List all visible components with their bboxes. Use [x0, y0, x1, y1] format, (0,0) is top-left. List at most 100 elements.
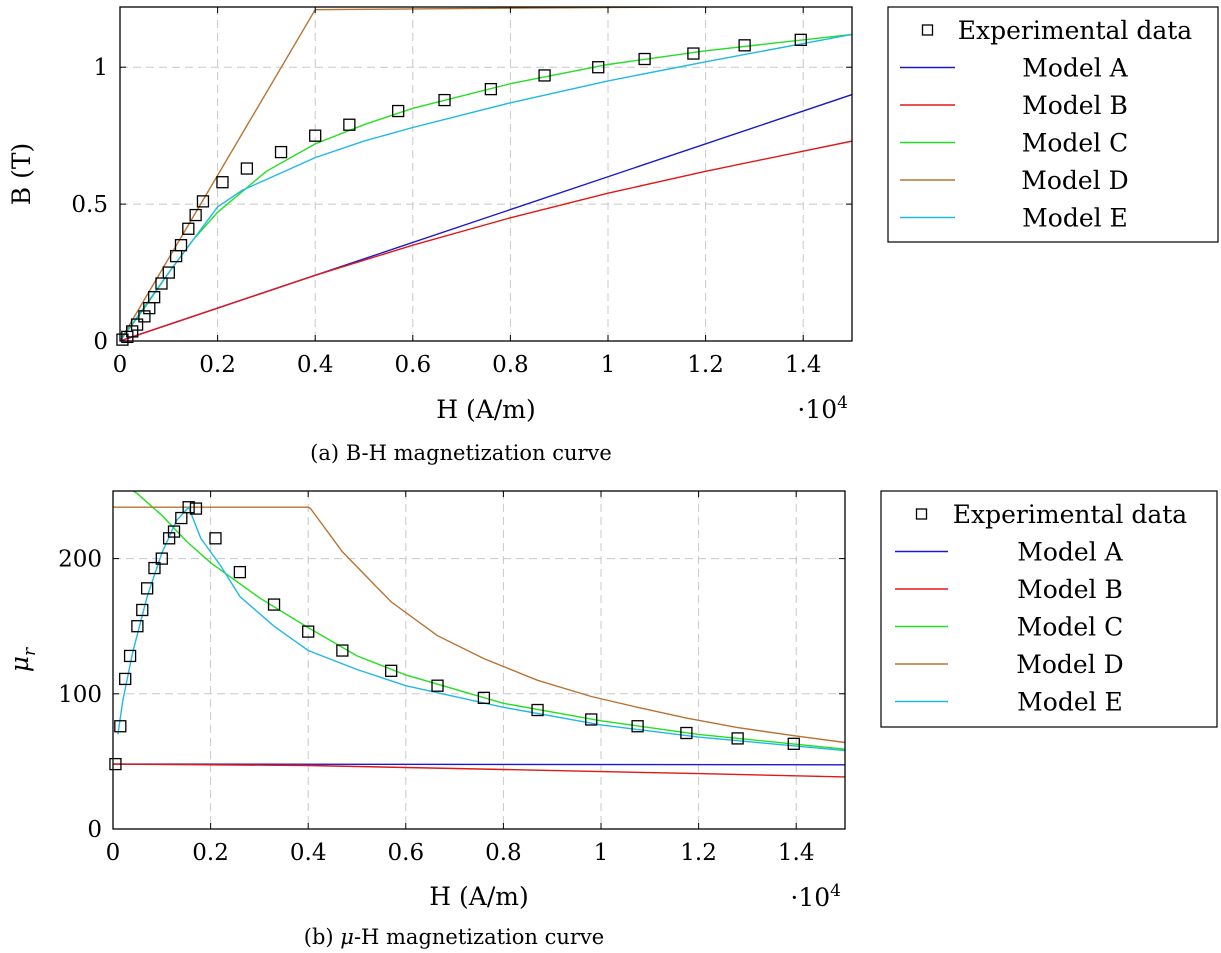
- series-line-model-b: [120, 140, 852, 341]
- figure-caption: (a) B-H magnetization curve: [310, 441, 612, 465]
- legend: Experimental data Model A Model B Model C Mo…: [887, 6, 1219, 243]
- series-line-model-c: [132, 491, 845, 750]
- legend-marker: [915, 508, 928, 520]
- data-point: [343, 118, 356, 131]
- legend-label: Model C: [1017, 613, 1124, 642]
- x-axis-multiplier: ·104: [797, 393, 848, 424]
- plot-frame: [119, 6, 853, 342]
- legend-label: Model B: [1022, 91, 1128, 120]
- x-axis-label: H (A/m): [429, 882, 528, 911]
- x-tick-label: 0.2: [192, 840, 229, 866]
- x-tick-label: 0.8: [492, 352, 529, 378]
- data-point: [477, 691, 491, 705]
- data-point: [385, 664, 398, 677]
- data-point: [189, 208, 202, 222]
- x-axis-label: H (A/m): [436, 395, 535, 424]
- data-point: [592, 61, 605, 74]
- x-tick-label: 1.2: [687, 352, 724, 378]
- legend-marker: [921, 24, 934, 36]
- data-point: [162, 266, 175, 279]
- x-tick-label: 1.4: [785, 352, 822, 378]
- data-point: [274, 145, 288, 159]
- legend-label: Model A: [1022, 54, 1128, 83]
- y-tick-label: 1: [93, 55, 108, 81]
- data-point: [680, 726, 693, 740]
- legend: Experimental data Model A Model B Model C Mo…: [880, 490, 1218, 728]
- data-point: [155, 552, 168, 565]
- series-line-model-b: [113, 763, 845, 778]
- chart-panel-1: 0 0.2 0.4 0.6 0.8 1 1.2 1.4 0 0.5 1 H (A/m) ·104 B (T…: [7, 6, 1219, 465]
- grid: [120, 7, 852, 341]
- data-point: [631, 720, 644, 733]
- x-tick-label: 1: [601, 352, 616, 378]
- data-point: [392, 104, 405, 118]
- data-point: [787, 737, 800, 750]
- data-point: [531, 703, 544, 717]
- legend-label: Model E: [1017, 688, 1123, 717]
- data-point: [216, 176, 229, 189]
- data-point: [114, 720, 127, 733]
- plot-area: [113, 491, 845, 778]
- x-tick-label: 0.6: [395, 352, 432, 378]
- series-line-model-e: [117, 505, 845, 752]
- data-point: [731, 732, 744, 745]
- x-tick-label: 1.4: [778, 840, 815, 866]
- x-tick-label: 0.4: [290, 840, 327, 866]
- data-point: [109, 757, 122, 771]
- data-point: [431, 679, 444, 692]
- data-point: [131, 620, 144, 633]
- x-tick-label: 1: [594, 840, 609, 866]
- data-point: [175, 511, 188, 525]
- data-point: [267, 598, 281, 611]
- legend-box: [880, 490, 1218, 728]
- series-line-model-a: [113, 763, 845, 766]
- data-point: [130, 318, 144, 331]
- data-point: [585, 713, 598, 726]
- legend-label: Model D: [1016, 650, 1123, 679]
- series-line-model-e: [120, 33, 852, 341]
- plot-frame: [112, 490, 846, 830]
- x-tick-label: 0.8: [485, 840, 522, 866]
- chart-panel-2: 0 0.2 0.4 0.6 0.8 1 1.2 1.4 0 100 200 H (A/m) ·104 μr…: [5, 490, 1218, 949]
- legend-label: Experimental data: [958, 16, 1193, 45]
- x-axis-multiplier: ·104: [790, 881, 841, 912]
- legend-label: Model B: [1017, 575, 1123, 604]
- y-tick-label: 0: [93, 329, 108, 355]
- y-tick-label: 200: [58, 547, 102, 573]
- data-point: [484, 82, 498, 96]
- data-point: [438, 93, 451, 107]
- data-point: [302, 625, 315, 638]
- x-tick-label: 0.2: [199, 352, 236, 378]
- legend-label: Experimental data: [953, 500, 1188, 529]
- data-point: [189, 502, 203, 515]
- x-tick-label: 0.6: [388, 840, 425, 866]
- data-point: [233, 565, 247, 579]
- data-point: [136, 603, 149, 617]
- series-line-model-c: [120, 33, 852, 341]
- data-point: [738, 39, 751, 52]
- legend-box: [887, 6, 1219, 243]
- x-tick-label: 0.4: [297, 352, 334, 378]
- legend-label: Model D: [1021, 166, 1128, 195]
- y-axis-label: μr: [5, 647, 40, 672]
- x-tick-label: 0: [106, 840, 121, 866]
- data-point: [638, 52, 651, 66]
- data-point: [336, 644, 349, 657]
- series-line-model-d: [113, 506, 845, 744]
- data-point: [119, 672, 132, 686]
- data-point: [794, 33, 807, 47]
- x-tick-label: 0: [113, 352, 128, 378]
- plot-area: [120, 7, 852, 341]
- data-point: [174, 239, 188, 252]
- data-point: [123, 649, 137, 663]
- data-point: [155, 277, 168, 290]
- y-tick-label: 0: [87, 817, 102, 843]
- data-point: [240, 162, 254, 175]
- data-point: [687, 47, 700, 60]
- data-point: [209, 532, 222, 545]
- data-point: [309, 129, 322, 142]
- grid: [113, 491, 845, 829]
- data-point: [141, 582, 154, 595]
- y-tick-label: 100: [58, 682, 102, 708]
- x-tick-label: 1.2: [680, 840, 717, 866]
